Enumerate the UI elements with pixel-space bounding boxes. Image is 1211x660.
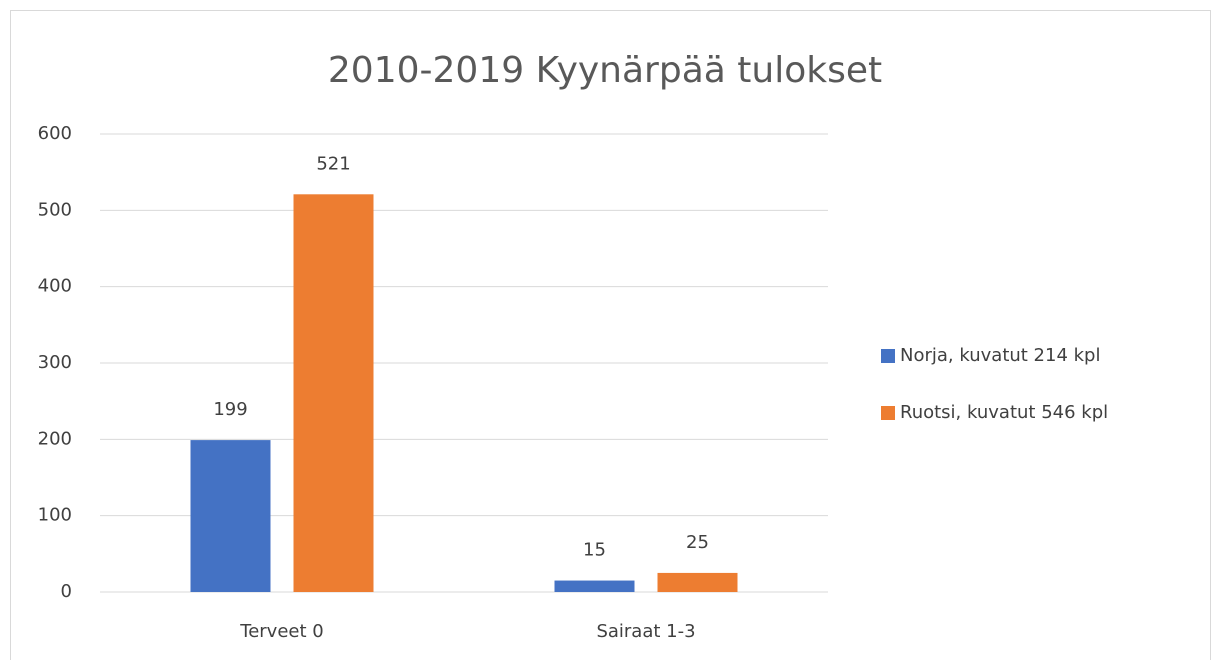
data-label: 15 [583, 540, 606, 561]
legend-swatch [881, 406, 895, 420]
bar [293, 194, 374, 592]
y-tick-label: 100 [38, 505, 72, 526]
chart-title: 2010-2019 Kyynärpää tulokset [328, 50, 882, 91]
legend-swatch [881, 349, 895, 363]
y-tick-label: 200 [38, 428, 72, 449]
bar [190, 440, 271, 592]
y-tick-label: 0 [61, 581, 72, 602]
bar [657, 572, 738, 592]
x-tick-label: Sairaat 1-3 [596, 621, 695, 642]
y-tick-label: 600 [38, 123, 72, 144]
legend-label: Ruotsi, kuvatut 546 kpl [900, 402, 1108, 423]
bar [554, 580, 635, 592]
data-label: 199 [213, 399, 247, 420]
y-tick-label: 500 [38, 199, 72, 220]
data-label: 25 [686, 532, 709, 553]
y-tick-label: 300 [38, 352, 72, 373]
legend-label: Norja, kuvatut 214 kpl [900, 345, 1101, 366]
data-label: 521 [316, 153, 350, 174]
y-tick-label: 400 [38, 276, 72, 297]
x-tick-label: Terveet 0 [239, 621, 323, 642]
